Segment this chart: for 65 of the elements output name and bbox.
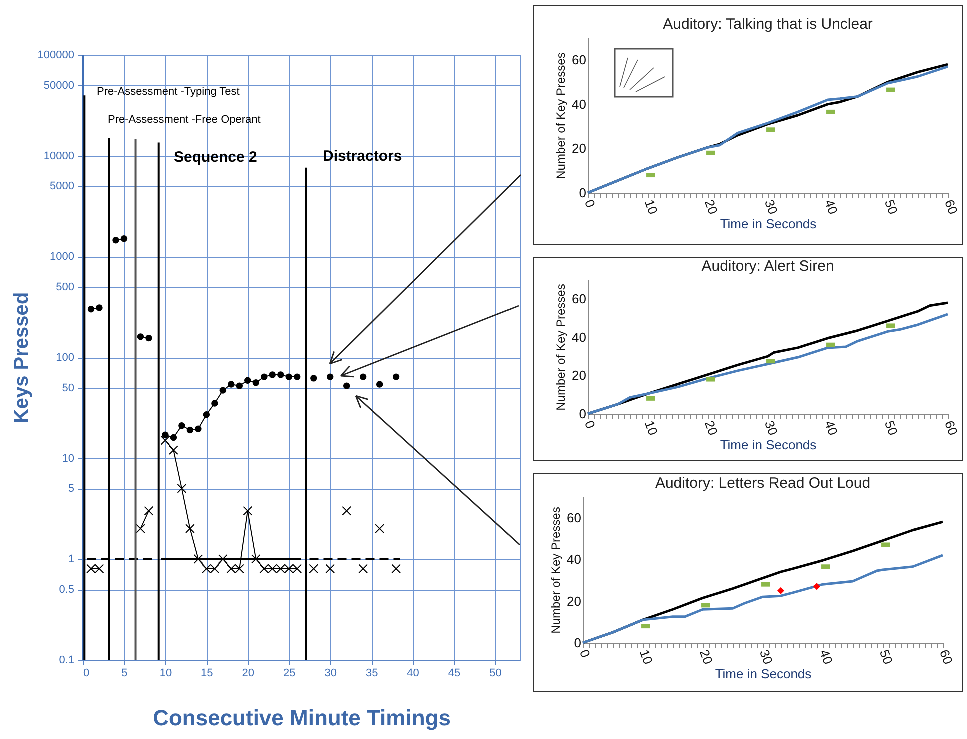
y-tick-label: 5000 [50, 180, 74, 193]
x-tick-label: 35 [366, 668, 378, 680]
x-tick-label: 30 [756, 648, 776, 666]
x-axis-title: Time in Seconds [720, 437, 818, 452]
x-tick-label: 0 [84, 668, 90, 680]
chart-title: Auditory: Letters Read Out Loud [655, 475, 871, 492]
y-tick-label: 40 [572, 330, 586, 345]
x-tick-label: 10 [636, 648, 656, 666]
x-tick-label: 15 [201, 668, 214, 680]
y-axis-title: Keys Pressed [10, 292, 33, 424]
y-tick-label: 100000 [38, 50, 74, 62]
y-tick-label: 0.5 [59, 584, 74, 596]
x-tick-label: 40 [822, 198, 841, 216]
x-tick-label: 60 [942, 418, 961, 438]
x-tick-label: 10 [642, 418, 661, 438]
x-tick-label: 20 [242, 668, 255, 680]
y-tick-label: 40 [572, 96, 586, 112]
x-tick-label: 30 [762, 418, 781, 438]
y-axis-title: Number of Key Presses [549, 507, 564, 634]
x-tick-label: 20 [702, 418, 721, 438]
x-tick-label: 30 [762, 198, 781, 216]
y-tick-label: 40 [567, 552, 582, 568]
y-axis-title: Number of Key Presses [554, 284, 568, 411]
x-tick-label: 10 [642, 198, 661, 216]
x-tick-label: 60 [942, 198, 961, 216]
y-tick-label: 5 [68, 483, 74, 496]
y-tick-label: 0.1 [59, 654, 74, 666]
x-tick-label: 30 [324, 668, 337, 680]
x-tick-label: 50 [876, 648, 896, 666]
x-axis-title: Time in Seconds [715, 666, 812, 682]
x-tick-label: 50 [882, 418, 901, 438]
y-tick-label: 1 [68, 554, 74, 566]
chart-title: Auditory: Alert Siren [702, 258, 834, 275]
x-axis-title: Consecutive Minute Timings [153, 706, 451, 730]
y-tick-label: 0 [579, 406, 586, 422]
x-tick-label: 40 [407, 668, 420, 680]
chart-title: Auditory: Talking that is Unclear [663, 16, 873, 33]
x-tick-label: 40 [822, 418, 841, 438]
x-tick-label: 60 [936, 648, 956, 666]
y-tick-label: 500 [56, 282, 74, 294]
x-axis-title: Time in Seconds [720, 216, 818, 232]
y-tick-label: 60 [572, 52, 586, 68]
x-tick-label: 50 [490, 668, 502, 680]
y-tick-label: 50 [62, 382, 74, 394]
x-tick-label: 45 [448, 668, 461, 680]
x-tick-label: 10 [160, 668, 172, 680]
x-tick-label: 40 [816, 648, 836, 666]
y-tick-label: 60 [567, 510, 582, 526]
x-tick-label: 20 [702, 198, 721, 216]
x-tick-label: 20 [696, 648, 716, 666]
y-tick-label: 100 [56, 352, 74, 364]
y-tick-label: 20 [572, 368, 586, 384]
y-tick-label: 20 [572, 141, 586, 156]
y-tick-label: 60 [572, 292, 586, 307]
x-tick-label: 5 [122, 668, 128, 680]
x-tick-label: 25 [284, 668, 296, 680]
y-tick-label: 1000 [50, 251, 74, 264]
y-tick-label: 10000 [44, 150, 74, 162]
y-tick-label: 50000 [44, 80, 74, 92]
y-tick-label: 0 [574, 636, 582, 650]
y-tick-label: 0 [579, 186, 586, 200]
y-tick-label: 20 [567, 594, 582, 609]
y-axis-title: Number of Key Presses [554, 52, 568, 180]
x-tick-label: 50 [882, 198, 901, 216]
y-tick-label: 10 [62, 452, 74, 465]
